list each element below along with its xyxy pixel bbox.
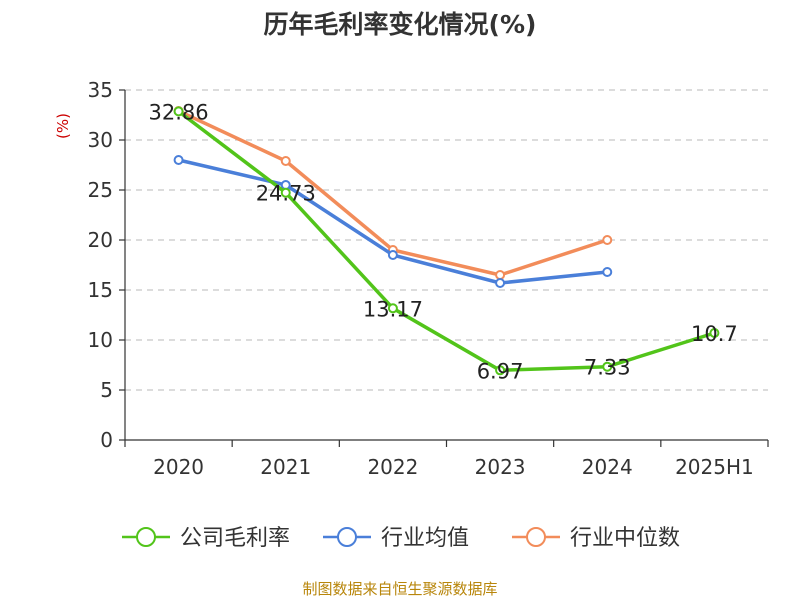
data-label: 10.7 (691, 322, 738, 346)
legend-marker (337, 527, 357, 547)
x-tick-label: 2024 (582, 455, 633, 479)
y-tick-label: 10 (88, 328, 113, 352)
y-tick-label: 20 (88, 228, 113, 252)
data-point[interactable] (602, 235, 613, 245)
legend-label: 行业均值 (381, 526, 469, 551)
legend-marker (136, 527, 156, 547)
data-point[interactable] (387, 303, 398, 314)
data-point[interactable] (495, 278, 506, 288)
x-tick-label: 2020 (153, 455, 204, 479)
legend-label: 公司毛利率 (180, 526, 290, 551)
data-point[interactable] (280, 187, 291, 198)
data-point[interactable] (173, 155, 184, 165)
data-point[interactable] (173, 106, 184, 117)
legend-item[interactable]: 公司毛利率 (122, 526, 290, 551)
x-tick-label: 2025H1 (675, 455, 754, 479)
data-label: 13.17 (363, 297, 423, 321)
legend-item[interactable]: 行业中位数 (512, 526, 680, 551)
data-point[interactable] (495, 365, 506, 376)
chart-title: 历年毛利率变化情况(%) (264, 10, 537, 39)
legend-item[interactable]: 行业均值 (323, 526, 469, 551)
y-tick-label: 30 (88, 128, 113, 152)
legend-label: 行业中位数 (570, 526, 680, 551)
series-line (176, 109, 717, 373)
series-1 (173, 155, 613, 288)
x-tick-label: 2023 (475, 455, 526, 479)
source-note: 制图数据来自恒生聚源数据库 (302, 580, 497, 598)
series-0 (173, 106, 720, 376)
data-label: 7.33 (584, 356, 631, 380)
data-label: 32.86 (149, 100, 209, 124)
y-tick-label: 25 (88, 178, 113, 202)
data-point[interactable] (602, 267, 613, 277)
data-point[interactable] (602, 361, 613, 372)
x-tick-label: 2021 (260, 455, 311, 479)
data-label: 6.97 (477, 359, 524, 383)
data-labels: 32.86 24.73 13.17 6.97 7.33 10.7 (149, 100, 738, 383)
y-tick-label: 5 (100, 378, 113, 402)
legend[interactable]: 公司毛利率 行业均值 行业中位数 (122, 526, 680, 551)
data-point[interactable] (495, 270, 506, 280)
data-point[interactable] (709, 328, 720, 338)
data-point[interactable] (387, 250, 398, 260)
data-label: 24.73 (256, 182, 316, 206)
y-axis-label: (%) (54, 113, 72, 139)
data-point[interactable] (280, 156, 291, 166)
axes: 0 5 10 15 20 25 30 35 2020 2021 2022 2023 2024 2025H1 (88, 78, 769, 479)
y-tick-label: 35 (88, 78, 113, 102)
legend-marker (526, 527, 546, 547)
y-tick-label: 15 (88, 278, 113, 302)
series (173, 106, 720, 376)
y-tick-label: 0 (100, 428, 113, 452)
x-tick-label: 2022 (367, 455, 418, 479)
series-line (176, 158, 609, 285)
